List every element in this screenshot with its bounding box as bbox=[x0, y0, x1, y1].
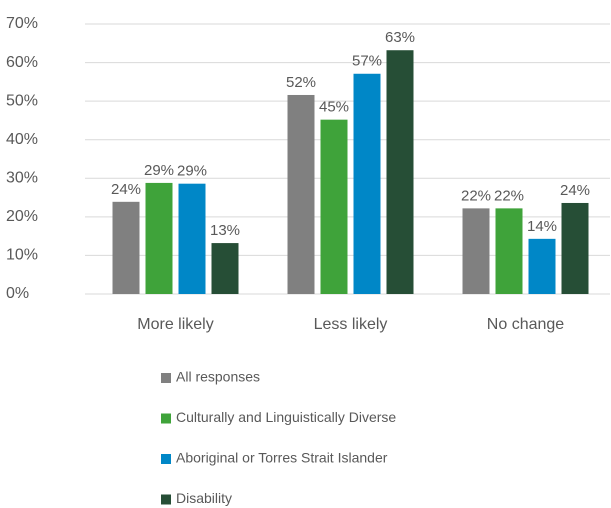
bar bbox=[386, 50, 414, 294]
bar bbox=[561, 202, 589, 294]
bar bbox=[320, 119, 348, 295]
data-label: 22% bbox=[461, 187, 491, 204]
data-label: 24% bbox=[560, 182, 590, 199]
data-label: 57% bbox=[352, 53, 382, 70]
bar bbox=[145, 182, 173, 294]
y-tick-label: 20% bbox=[6, 208, 38, 225]
x-tick-label: Less likely bbox=[314, 316, 388, 333]
x-tick-label: No change bbox=[487, 316, 564, 333]
data-label: 63% bbox=[385, 29, 415, 46]
legend-swatch bbox=[161, 413, 171, 424]
data-label: 29% bbox=[144, 162, 174, 179]
legend-label: All responses bbox=[176, 369, 260, 385]
bar bbox=[495, 208, 523, 294]
y-tick-label: 10% bbox=[6, 247, 38, 264]
legend-label: Aboriginal or Torres Strait Islander bbox=[176, 450, 388, 466]
legend-swatch bbox=[161, 373, 171, 383]
legend-swatch bbox=[161, 454, 171, 464]
data-label: 45% bbox=[319, 99, 349, 116]
legend-label: Culturally and Linguistically Diverse bbox=[176, 409, 396, 425]
legend-swatch bbox=[161, 494, 171, 505]
y-tick-label: 0% bbox=[6, 285, 29, 302]
data-label: 24% bbox=[111, 181, 141, 198]
y-tick-label: 50% bbox=[6, 92, 38, 109]
y-tick-label: 70% bbox=[6, 15, 38, 32]
bar bbox=[178, 183, 206, 294]
bar bbox=[112, 201, 140, 294]
data-label: 52% bbox=[286, 74, 316, 91]
bar bbox=[211, 243, 239, 294]
bar bbox=[462, 208, 490, 294]
data-label: 14% bbox=[527, 218, 557, 235]
y-tick-label: 30% bbox=[6, 170, 38, 187]
data-label: 13% bbox=[210, 222, 240, 239]
bar bbox=[287, 94, 315, 294]
bar bbox=[528, 238, 556, 294]
data-label: 29% bbox=[177, 163, 207, 180]
x-tick-label: More likely bbox=[137, 316, 213, 333]
bar bbox=[353, 73, 381, 294]
y-tick-label: 40% bbox=[6, 131, 38, 148]
data-label: 22% bbox=[494, 187, 524, 204]
legend-label: Disability bbox=[176, 490, 232, 506]
y-tick-label: 60% bbox=[6, 54, 38, 71]
